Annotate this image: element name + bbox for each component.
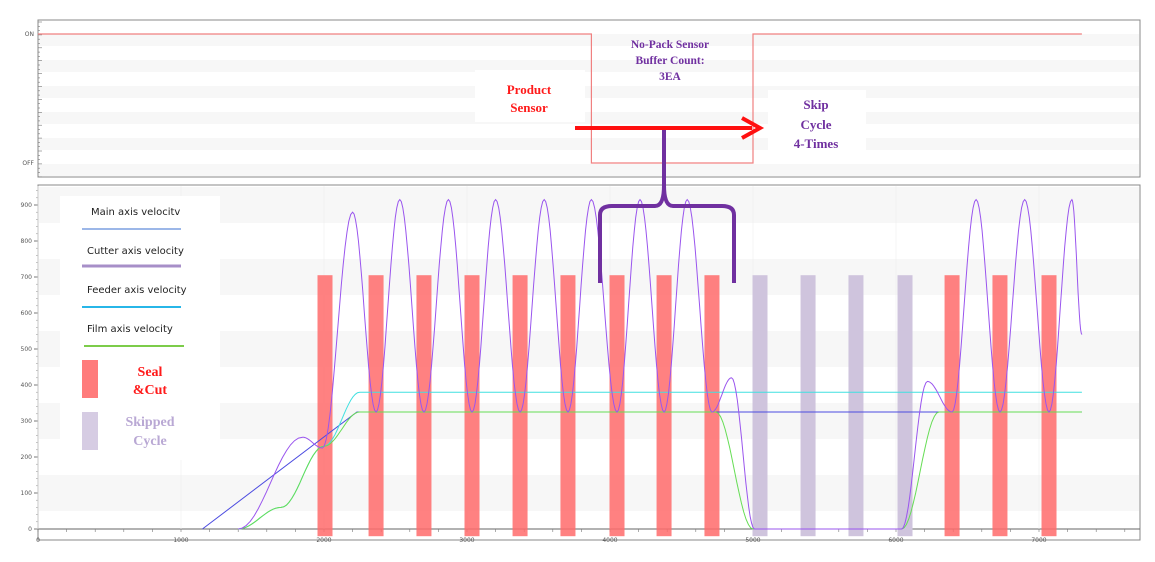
legend: Main axis velocitv Cutter axis velocity … [60, 196, 220, 460]
product-sensor-label-2: Sensor [510, 100, 548, 115]
seal-cut-bar [560, 275, 576, 537]
skipped-cycle-bar [848, 275, 864, 537]
main-axis-velocity-line [202, 411, 1082, 530]
seal-cut-bar [1041, 275, 1057, 537]
y-tick-label: 400 [21, 382, 33, 389]
legend-seal-label-1: Seal [138, 365, 163, 380]
y-tick-off: OFF [22, 160, 34, 167]
x-tick-label: 3000 [459, 537, 474, 544]
x-tick-label: 4000 [602, 537, 617, 544]
x-tick-label: 5000 [745, 537, 760, 544]
y-tick-label: 300 [21, 418, 33, 425]
x-tick-label: 7000 [1031, 537, 1046, 544]
grid-band [39, 138, 1139, 150]
seal-cut-bar [464, 275, 480, 537]
y-tick-label: 700 [21, 274, 33, 281]
legend-skipped-label-1: Skipped [125, 415, 174, 430]
no-pack-label-1: No-Pack Sensor [631, 39, 709, 51]
skip-cycle-label-2: Cycle [800, 117, 831, 132]
seal-cut-bar [656, 275, 672, 537]
skipped-cycle-bar [800, 275, 816, 537]
legend-cutter-label: Cutter axis velocity [87, 246, 184, 257]
film-axis-velocity-line [238, 411, 1082, 530]
x-tick-label: 6000 [888, 537, 903, 544]
seal-cut-bar [944, 275, 960, 537]
skipped-cycle-bar [752, 275, 768, 537]
annotations: Product Sensor No-Pack Sensor Buffer Cou… [475, 39, 866, 283]
legend-main-label: Main axis velocitv [91, 207, 180, 218]
legend-feeder-label: Feeder axis velocity [87, 285, 187, 296]
product-sensor-label-1: Product [507, 82, 552, 97]
seal-cut-bar [416, 275, 432, 537]
y-tick-label: 200 [21, 454, 33, 461]
no-pack-label-3: 3EA [659, 71, 681, 83]
grid-band [39, 475, 1139, 511]
x-tick-label: 0 [36, 537, 40, 544]
seal-cut-bar [704, 275, 720, 537]
legend-seal-swatch [82, 360, 98, 398]
y-tick-label: 0 [28, 526, 32, 533]
skip-cycle-label-1: Skip [803, 97, 828, 112]
legend-skipped-swatch [82, 412, 98, 450]
cutter-axis-velocity-line [238, 198, 1083, 530]
legend-film-label: Film axis velocity [87, 324, 173, 335]
x-tick-label: 2000 [316, 537, 331, 544]
grid-band [39, 34, 1139, 46]
y-tick-on: ON [25, 31, 34, 38]
seal-cut-bar [992, 275, 1008, 537]
seal-cut-bar [512, 275, 528, 537]
y-tick-label: 800 [21, 238, 33, 245]
no-pack-label-2: Buffer Count: [635, 55, 704, 67]
red-arrow [575, 116, 765, 140]
velocity-panel: 0 100 200 300 400 500 600 700 800 900 0 1000 2000 300… [21, 184, 1141, 544]
skipped-cycle-bar [897, 275, 913, 537]
x-tick-label: 1000 [173, 537, 188, 544]
y-tick-label: 100 [21, 490, 33, 497]
grid-band [39, 60, 1139, 72]
seal-cut-bar [609, 275, 625, 537]
skip-cycle-label-3: 4-Times [794, 136, 839, 151]
grid-band [39, 112, 1139, 124]
grid-band [39, 164, 1139, 176]
buffer-bracket [598, 130, 736, 283]
seal-cut-bar [368, 275, 384, 537]
legend-seal-label-2: &Cut [133, 383, 168, 398]
grid-band [39, 86, 1139, 98]
y-tick-label: 600 [21, 310, 33, 317]
legend-skipped-label-2: Cycle [133, 434, 166, 449]
y-tick-label: 500 [21, 346, 33, 353]
y-tick-label: 900 [21, 202, 33, 209]
seal-cut-bar [317, 275, 333, 537]
product-sensor-signal [38, 33, 1082, 164]
